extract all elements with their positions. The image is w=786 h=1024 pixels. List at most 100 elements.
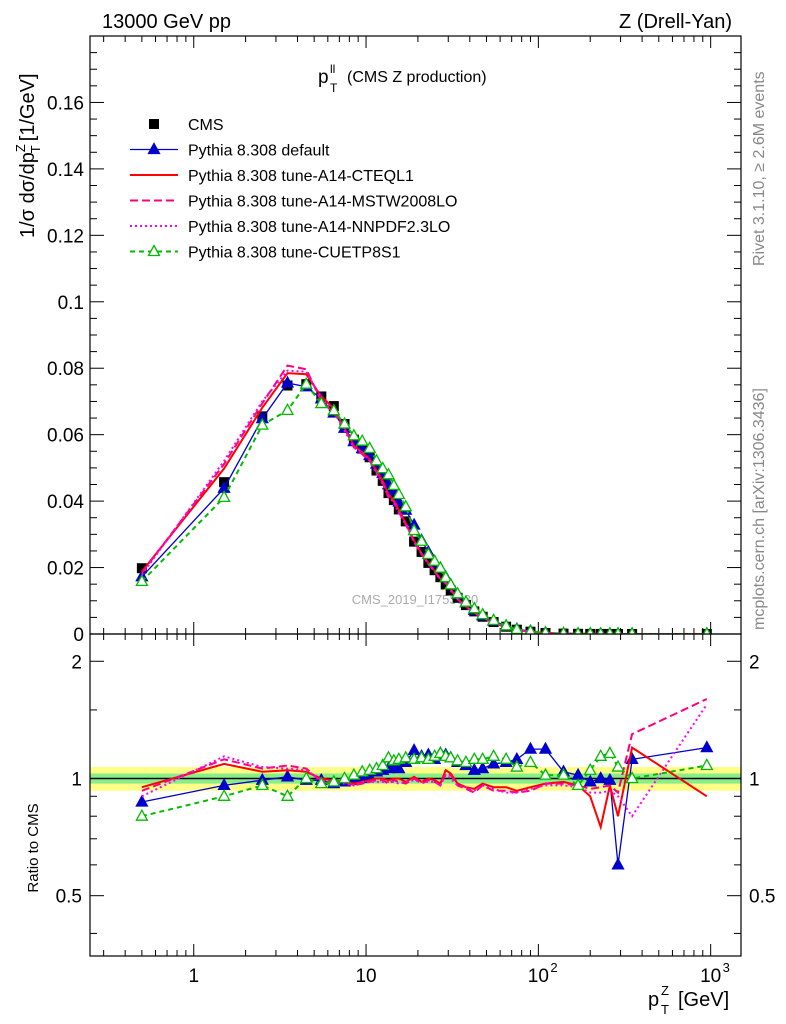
main-y-label: 1/σ dσ/dpZT[1/GeV] bbox=[13, 73, 43, 238]
series-5-marker-main bbox=[451, 586, 465, 599]
legend-marker-cms bbox=[149, 119, 159, 129]
series-5-marker-main bbox=[355, 433, 369, 446]
series-5-marker-main bbox=[428, 553, 442, 566]
series-5-marker-main bbox=[439, 570, 453, 583]
series-5-marker-ratio bbox=[523, 755, 538, 768]
series-5-marker-main bbox=[135, 574, 149, 587]
y-tick-label: 0.04 bbox=[47, 492, 84, 513]
legend-marker-5 bbox=[147, 244, 161, 257]
series-5-marker-ratio bbox=[255, 778, 269, 791]
series-5-marker-main bbox=[337, 416, 352, 429]
series-5-marker-ratio bbox=[217, 788, 231, 801]
mcplots-label: mcplots.cern.ch [arXiv:1306.3436] bbox=[751, 388, 768, 630]
series-5-marker-main bbox=[476, 607, 490, 620]
main-title: p ll T (CMS Z production) bbox=[318, 62, 487, 95]
series-5-marker-main bbox=[459, 594, 473, 607]
header-right: Z (Drell-Yan) bbox=[619, 11, 732, 33]
y-tick-label: 0 bbox=[73, 625, 84, 646]
series-5-marker-main bbox=[487, 613, 501, 626]
x-tick-exponent: 3 bbox=[723, 960, 730, 975]
series-5-marker-ratio bbox=[603, 746, 617, 759]
series-5-marker-main bbox=[255, 417, 269, 430]
legend: CMS Pythia 8.308 default Pythia 8.308 tune… bbox=[130, 117, 457, 262]
legend-label-5: Pythia 8.308 tune-CUETP8S1 bbox=[188, 245, 401, 262]
ratio-y-tick-label: 0.5 bbox=[56, 887, 82, 908]
series-1-marker-ratio bbox=[583, 774, 597, 787]
series-5-marker-main bbox=[444, 577, 458, 590]
main-panel: 0 0.02 0.04 0.06 0.08 0.1 0.12 0.14 0.16 bbox=[47, 35, 742, 646]
series-5-marker-main bbox=[369, 453, 384, 466]
legend-label-0: CMS bbox=[188, 117, 224, 134]
y-tick-label: 0.14 bbox=[47, 160, 84, 181]
main-title-sup: ll bbox=[330, 62, 335, 76]
ratio-y-tick-label-right: 2 bbox=[749, 652, 760, 673]
ratio-y-tick-label-right: 0.5 bbox=[749, 887, 775, 908]
series-5-marker-main bbox=[433, 560, 447, 573]
series-5-marker-main bbox=[586, 626, 595, 634]
x-tick-label: 10 bbox=[700, 966, 721, 987]
series-5-marker-main bbox=[376, 461, 390, 474]
y-tick-label: 0.1 bbox=[58, 293, 84, 314]
rivet-label: Rivet 3.1.10, ≥ 2.6M events bbox=[751, 71, 768, 266]
y-tick-label: 0.12 bbox=[47, 226, 84, 247]
series-1-marker-ratio bbox=[476, 761, 490, 774]
cms-point bbox=[136, 563, 147, 574]
legend-label-4: Pythia 8.308 tune-A14-NNPDF2.3LO bbox=[188, 219, 450, 236]
series-5-marker-ratio bbox=[556, 767, 571, 780]
series-5-marker-main bbox=[605, 626, 614, 634]
series-5-marker-ratio bbox=[414, 750, 429, 763]
series-1-marker-ratio bbox=[523, 741, 538, 754]
header-left: 13000 GeV pp bbox=[102, 11, 231, 33]
series-5-marker-ratio bbox=[135, 808, 149, 821]
series-5-marker-ratio bbox=[538, 767, 553, 780]
legend-label-2: Pythia 8.308 tune-A14-CTEQL1 bbox=[188, 168, 414, 185]
series-5-marker-ratio bbox=[700, 758, 714, 771]
series-5-marker-main bbox=[217, 490, 231, 503]
series-1-marker-ratio bbox=[487, 756, 501, 769]
legend-label-1: Pythia 8.308 default bbox=[188, 143, 330, 160]
series-5-marker-main bbox=[573, 626, 583, 634]
series-5-marker-main bbox=[363, 441, 377, 454]
series-3-line-main bbox=[141, 364, 707, 634]
series-5-marker-main bbox=[381, 467, 396, 480]
series-5-marker-ratio bbox=[314, 776, 328, 789]
x-tick-label: 1 bbox=[188, 966, 199, 987]
series-5-marker-main bbox=[314, 396, 328, 409]
series-5-marker-ratio bbox=[611, 759, 625, 772]
ratio-y-tick-label: 2 bbox=[71, 652, 82, 673]
ratio-y-label: Ratio to CMS bbox=[25, 803, 42, 892]
x-tick-exponent: 2 bbox=[550, 960, 557, 975]
ratio-y-tick-label: 1 bbox=[71, 769, 82, 790]
series-5-marker-ratio bbox=[347, 767, 361, 780]
series-5-marker-main bbox=[613, 626, 623, 634]
series-5-marker-main bbox=[299, 376, 313, 389]
ratio-frame bbox=[89, 633, 742, 957]
series-5-marker-main bbox=[596, 626, 605, 634]
x-tick-label: 10 bbox=[355, 966, 376, 987]
series-1-marker-ratio bbox=[700, 740, 714, 753]
x-label-unit: [GeV] bbox=[678, 989, 729, 1011]
series-5-marker-ratio bbox=[451, 753, 465, 766]
series-5-marker-ratio bbox=[444, 750, 458, 763]
series-5-marker-main bbox=[387, 478, 401, 491]
x-label-p: p bbox=[648, 989, 659, 1011]
series-5-marker-ratio bbox=[299, 771, 313, 784]
series-5-marker-main bbox=[702, 626, 711, 634]
ratio-y-tick-label-right: 1 bbox=[749, 769, 760, 790]
y-tick-label: 0.16 bbox=[47, 93, 84, 114]
series-5-marker-ratio bbox=[510, 759, 524, 772]
series-5-marker-ratio bbox=[467, 751, 481, 764]
series-5-marker-main bbox=[280, 402, 295, 415]
legend-label-3: Pythia 8.308 tune-A14-MSTW2008LO bbox=[188, 194, 457, 211]
series-5-marker-main bbox=[407, 523, 421, 536]
series-5-marker-ratio bbox=[280, 788, 295, 801]
series-5-marker-main bbox=[399, 499, 413, 512]
main-title-sub: T bbox=[330, 81, 338, 95]
series-5-marker-main bbox=[347, 428, 361, 441]
x-label-sub: T bbox=[661, 1002, 669, 1017]
series-5-marker-ratio bbox=[476, 751, 490, 764]
series-1-marker-ratio bbox=[594, 771, 608, 784]
main-y-label-text: 1/σ dσ/dpZT[1/GeV] bbox=[13, 73, 43, 238]
series-5-marker-main bbox=[421, 547, 435, 560]
series-5-line-main bbox=[141, 382, 707, 634]
